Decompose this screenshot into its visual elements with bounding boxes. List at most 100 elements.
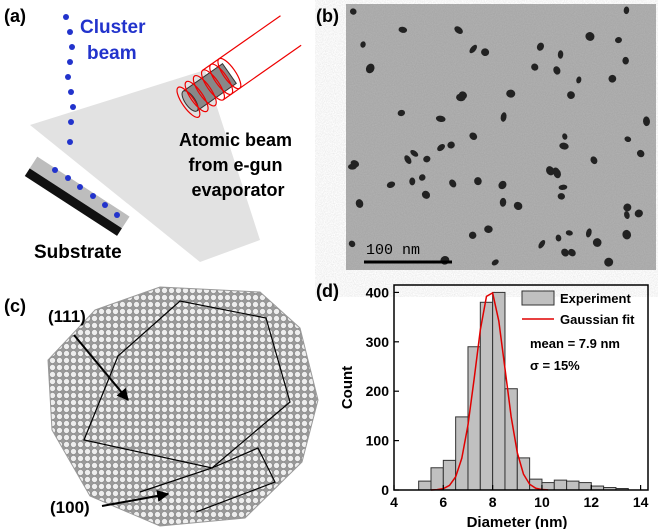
particle bbox=[404, 155, 412, 164]
particle bbox=[409, 177, 416, 186]
x-tick-label: 14 bbox=[633, 494, 649, 510]
bar bbox=[430, 467, 444, 491]
bar bbox=[578, 482, 592, 491]
tem-noise bbox=[346, 4, 656, 270]
particle bbox=[538, 239, 546, 249]
bar bbox=[467, 346, 481, 491]
annotation: σ = 15% bbox=[530, 358, 580, 373]
particle bbox=[449, 179, 457, 188]
particle bbox=[553, 66, 561, 75]
particle bbox=[622, 56, 629, 65]
panel-d: (d) 4 6 8 10 12 14 0 100 200 300 400 Diameter (nm) C… bbox=[316, 281, 649, 529]
particle bbox=[559, 142, 569, 150]
cluster-model bbox=[47, 286, 319, 527]
particle bbox=[435, 115, 446, 122]
particle bbox=[423, 155, 431, 163]
facet-label: (100) bbox=[50, 498, 90, 517]
particle bbox=[643, 116, 650, 127]
particle bbox=[585, 228, 592, 238]
particle bbox=[454, 26, 463, 34]
atomic-beam-label: Atomic beam from e-gun evaporator bbox=[179, 130, 297, 200]
particle bbox=[500, 112, 507, 122]
label-line: from e-gun bbox=[188, 155, 282, 175]
particle bbox=[386, 181, 396, 188]
particle bbox=[576, 76, 582, 84]
annotation: mean = 7.9 nm bbox=[530, 336, 620, 351]
particle bbox=[469, 44, 478, 54]
particle bbox=[421, 190, 431, 199]
particle bbox=[565, 230, 573, 236]
particle bbox=[590, 156, 598, 165]
x-tick-label: 12 bbox=[583, 494, 599, 510]
particle bbox=[562, 133, 568, 140]
y-tick-label: 0 bbox=[381, 482, 389, 498]
y-tick-label: 400 bbox=[366, 284, 390, 300]
x-tick-label: 8 bbox=[489, 494, 497, 510]
y-tick-label: 200 bbox=[366, 383, 390, 399]
bar bbox=[455, 416, 469, 491]
particle bbox=[546, 166, 555, 176]
panel-label: (b) bbox=[316, 6, 339, 26]
beam-cone bbox=[30, 70, 260, 262]
panel-b: 100 nm (b) bbox=[316, 4, 656, 270]
plot-frame bbox=[393, 284, 649, 491]
cluster-beam-label: Cluster beam bbox=[80, 17, 151, 64]
nanoparticles bbox=[347, 6, 650, 267]
particle bbox=[350, 160, 360, 168]
particle bbox=[447, 141, 455, 149]
panel-label: (c) bbox=[4, 296, 26, 316]
particle bbox=[348, 240, 356, 248]
y-axis-label: Count bbox=[339, 366, 356, 409]
particle bbox=[623, 6, 630, 15]
x-tick-label: 6 bbox=[439, 494, 447, 510]
particle bbox=[567, 91, 575, 99]
particle bbox=[513, 201, 523, 211]
particle bbox=[499, 197, 507, 207]
facet-111 bbox=[83, 300, 291, 469]
legend-label: Gaussian fit bbox=[560, 312, 635, 327]
particle bbox=[557, 193, 566, 200]
particle bbox=[355, 199, 364, 208]
facet-100 bbox=[139, 447, 276, 513]
particle bbox=[360, 41, 366, 48]
particle bbox=[474, 177, 482, 186]
particle bbox=[555, 234, 562, 242]
particle bbox=[553, 168, 561, 179]
substrate-label: Substrate bbox=[34, 242, 122, 263]
cluster-dots bbox=[52, 14, 120, 218]
legend-swatch bbox=[521, 290, 555, 306]
particle bbox=[531, 63, 539, 71]
particle bbox=[615, 37, 622, 44]
label-line: beam bbox=[87, 43, 137, 64]
particle bbox=[558, 184, 568, 190]
panel-a: (a) Cluster beam Atomic beam from e-gun … bbox=[4, 6, 302, 263]
particle bbox=[636, 149, 645, 158]
panel-c: (c) (111) (100) bbox=[4, 286, 319, 527]
label-line: Cluster bbox=[80, 17, 146, 38]
particle bbox=[365, 63, 375, 74]
x-tick-label: 10 bbox=[534, 494, 550, 510]
evaporator bbox=[176, 15, 302, 118]
particle bbox=[481, 48, 490, 57]
x-tick-label: 4 bbox=[390, 494, 398, 510]
particle bbox=[397, 109, 406, 117]
particle bbox=[634, 209, 643, 218]
fit-line bbox=[430, 291, 549, 491]
arrow bbox=[101, 490, 170, 507]
particle bbox=[624, 211, 630, 220]
particle bbox=[623, 203, 632, 212]
particle bbox=[585, 32, 595, 41]
particle bbox=[568, 248, 576, 257]
bar bbox=[553, 479, 568, 491]
particle bbox=[608, 74, 617, 83]
legend-label: Experiment bbox=[560, 291, 631, 306]
bar bbox=[479, 301, 494, 491]
y-tick-label: 100 bbox=[366, 433, 390, 449]
scale-bar-label: 100 nm bbox=[366, 242, 420, 259]
label-line: Atomic beam bbox=[179, 130, 292, 150]
label-line: evaporator bbox=[191, 180, 284, 200]
panel-label: (d) bbox=[316, 281, 339, 301]
substrate-block bbox=[24, 156, 130, 236]
